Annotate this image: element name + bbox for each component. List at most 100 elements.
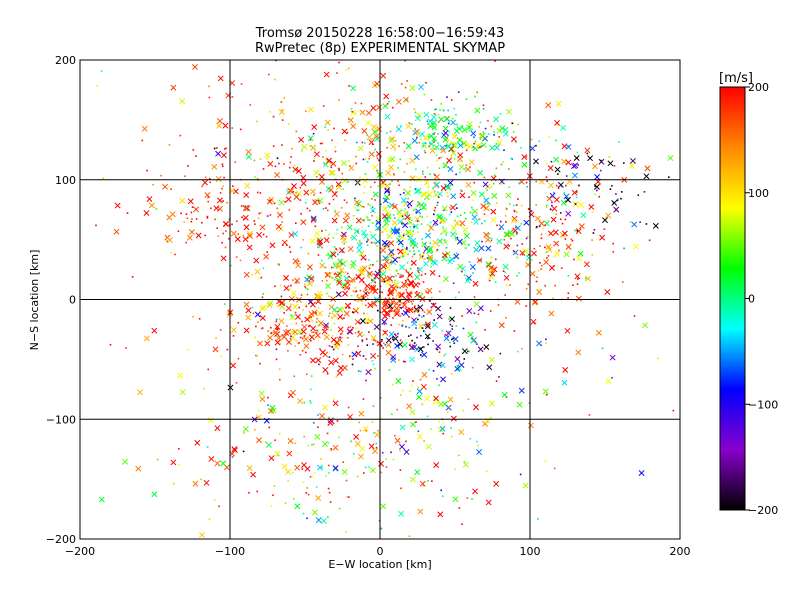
echo-dot xyxy=(311,331,313,334)
echo-dot xyxy=(426,257,429,259)
echo-cross xyxy=(330,251,337,258)
echo-dot xyxy=(206,215,209,218)
echo-dot xyxy=(555,139,557,142)
echo-dot xyxy=(406,262,409,264)
echo-dot xyxy=(317,414,319,416)
echo-dot xyxy=(418,314,421,317)
echo-dot xyxy=(368,331,370,333)
echo-dot xyxy=(412,209,415,212)
echo-cross xyxy=(521,161,528,168)
echo-cross xyxy=(400,197,407,204)
echo-cross xyxy=(450,119,457,126)
echo-dot xyxy=(402,275,404,277)
echo-dot xyxy=(488,233,490,235)
echo-dot xyxy=(504,271,507,274)
echo-dot xyxy=(336,72,338,74)
echo-dot xyxy=(505,316,507,319)
echo-dot xyxy=(279,342,281,344)
echo-dot xyxy=(497,304,500,306)
echo-cross xyxy=(410,421,416,428)
echo-dot xyxy=(508,203,511,205)
echo-cross xyxy=(523,248,529,255)
echo-dot xyxy=(299,186,302,189)
echo-dot xyxy=(347,326,350,329)
echo-dot xyxy=(397,167,399,169)
echo-dot xyxy=(399,276,401,278)
echo-cross xyxy=(577,250,584,257)
echo-dot xyxy=(366,161,369,163)
echo-cross xyxy=(331,217,338,224)
echo-dot xyxy=(475,249,478,252)
echo-dot xyxy=(386,102,389,105)
echo-cross xyxy=(542,388,549,395)
echo-cross xyxy=(407,279,414,286)
echo-dot xyxy=(451,328,453,330)
echo-dot xyxy=(301,149,303,152)
echo-dot xyxy=(259,362,261,365)
echo-dot xyxy=(379,397,382,399)
echo-cross xyxy=(286,339,292,346)
echo-dot xyxy=(620,197,622,200)
echo-cross xyxy=(264,340,271,347)
echo-dot xyxy=(322,105,325,107)
echo-dot xyxy=(335,248,337,250)
echo-cross xyxy=(314,332,321,339)
echo-dot xyxy=(399,300,401,302)
echo-dot xyxy=(221,165,224,168)
echo-dot xyxy=(371,222,374,225)
echo-dot xyxy=(533,322,536,324)
echo-dot xyxy=(278,432,281,435)
echo-dot xyxy=(314,198,317,201)
echo-cross xyxy=(344,279,351,286)
echo-dot xyxy=(372,405,375,407)
echo-cross xyxy=(203,479,210,486)
echo-cross xyxy=(290,389,296,396)
echo-dot xyxy=(461,190,463,192)
echo-dot xyxy=(367,239,369,241)
echo-cross xyxy=(310,325,317,332)
echo-dot xyxy=(450,435,453,438)
echo-dot xyxy=(490,417,492,419)
echo-cross xyxy=(315,495,322,501)
echo-cross xyxy=(292,258,299,265)
echo-dot xyxy=(411,199,414,202)
echo-cross xyxy=(216,118,223,124)
echo-dot xyxy=(243,431,246,434)
echo-cross xyxy=(450,150,457,156)
echo-cross xyxy=(216,122,223,129)
echo-dot xyxy=(535,280,538,283)
echo-cross xyxy=(368,443,375,450)
echo-dot xyxy=(198,317,201,320)
echo-cross xyxy=(421,241,428,248)
echo-cross xyxy=(179,98,186,105)
echo-dot xyxy=(402,323,404,326)
echo-dot xyxy=(242,234,245,237)
echo-cross xyxy=(479,132,486,139)
echo-cross xyxy=(545,102,552,109)
echo-dot xyxy=(522,253,524,256)
echo-cross xyxy=(453,253,460,260)
y-axis-label: N−S location [km] xyxy=(28,250,41,351)
echo-dot xyxy=(479,146,481,149)
echo-dot xyxy=(439,109,441,111)
echo-dot xyxy=(396,125,399,127)
echo-dot xyxy=(416,336,418,339)
echo-dot xyxy=(312,331,315,334)
echo-cross xyxy=(609,354,616,361)
echo-dot xyxy=(332,422,335,425)
echo-dot xyxy=(373,432,375,434)
echo-cross xyxy=(561,230,568,237)
echo-dot xyxy=(341,251,344,254)
echo-dot xyxy=(334,150,337,153)
echo-cross xyxy=(179,389,186,396)
echo-dot xyxy=(317,339,319,341)
echo-dot xyxy=(215,337,217,339)
echo-cross xyxy=(450,224,457,231)
echo-cross xyxy=(385,169,392,176)
echo-dot xyxy=(510,157,512,160)
echo-dot xyxy=(616,198,619,201)
echo-dot xyxy=(450,427,452,429)
echo-dot xyxy=(432,187,434,190)
echo-cross xyxy=(365,369,372,376)
echo-cross xyxy=(277,212,283,219)
